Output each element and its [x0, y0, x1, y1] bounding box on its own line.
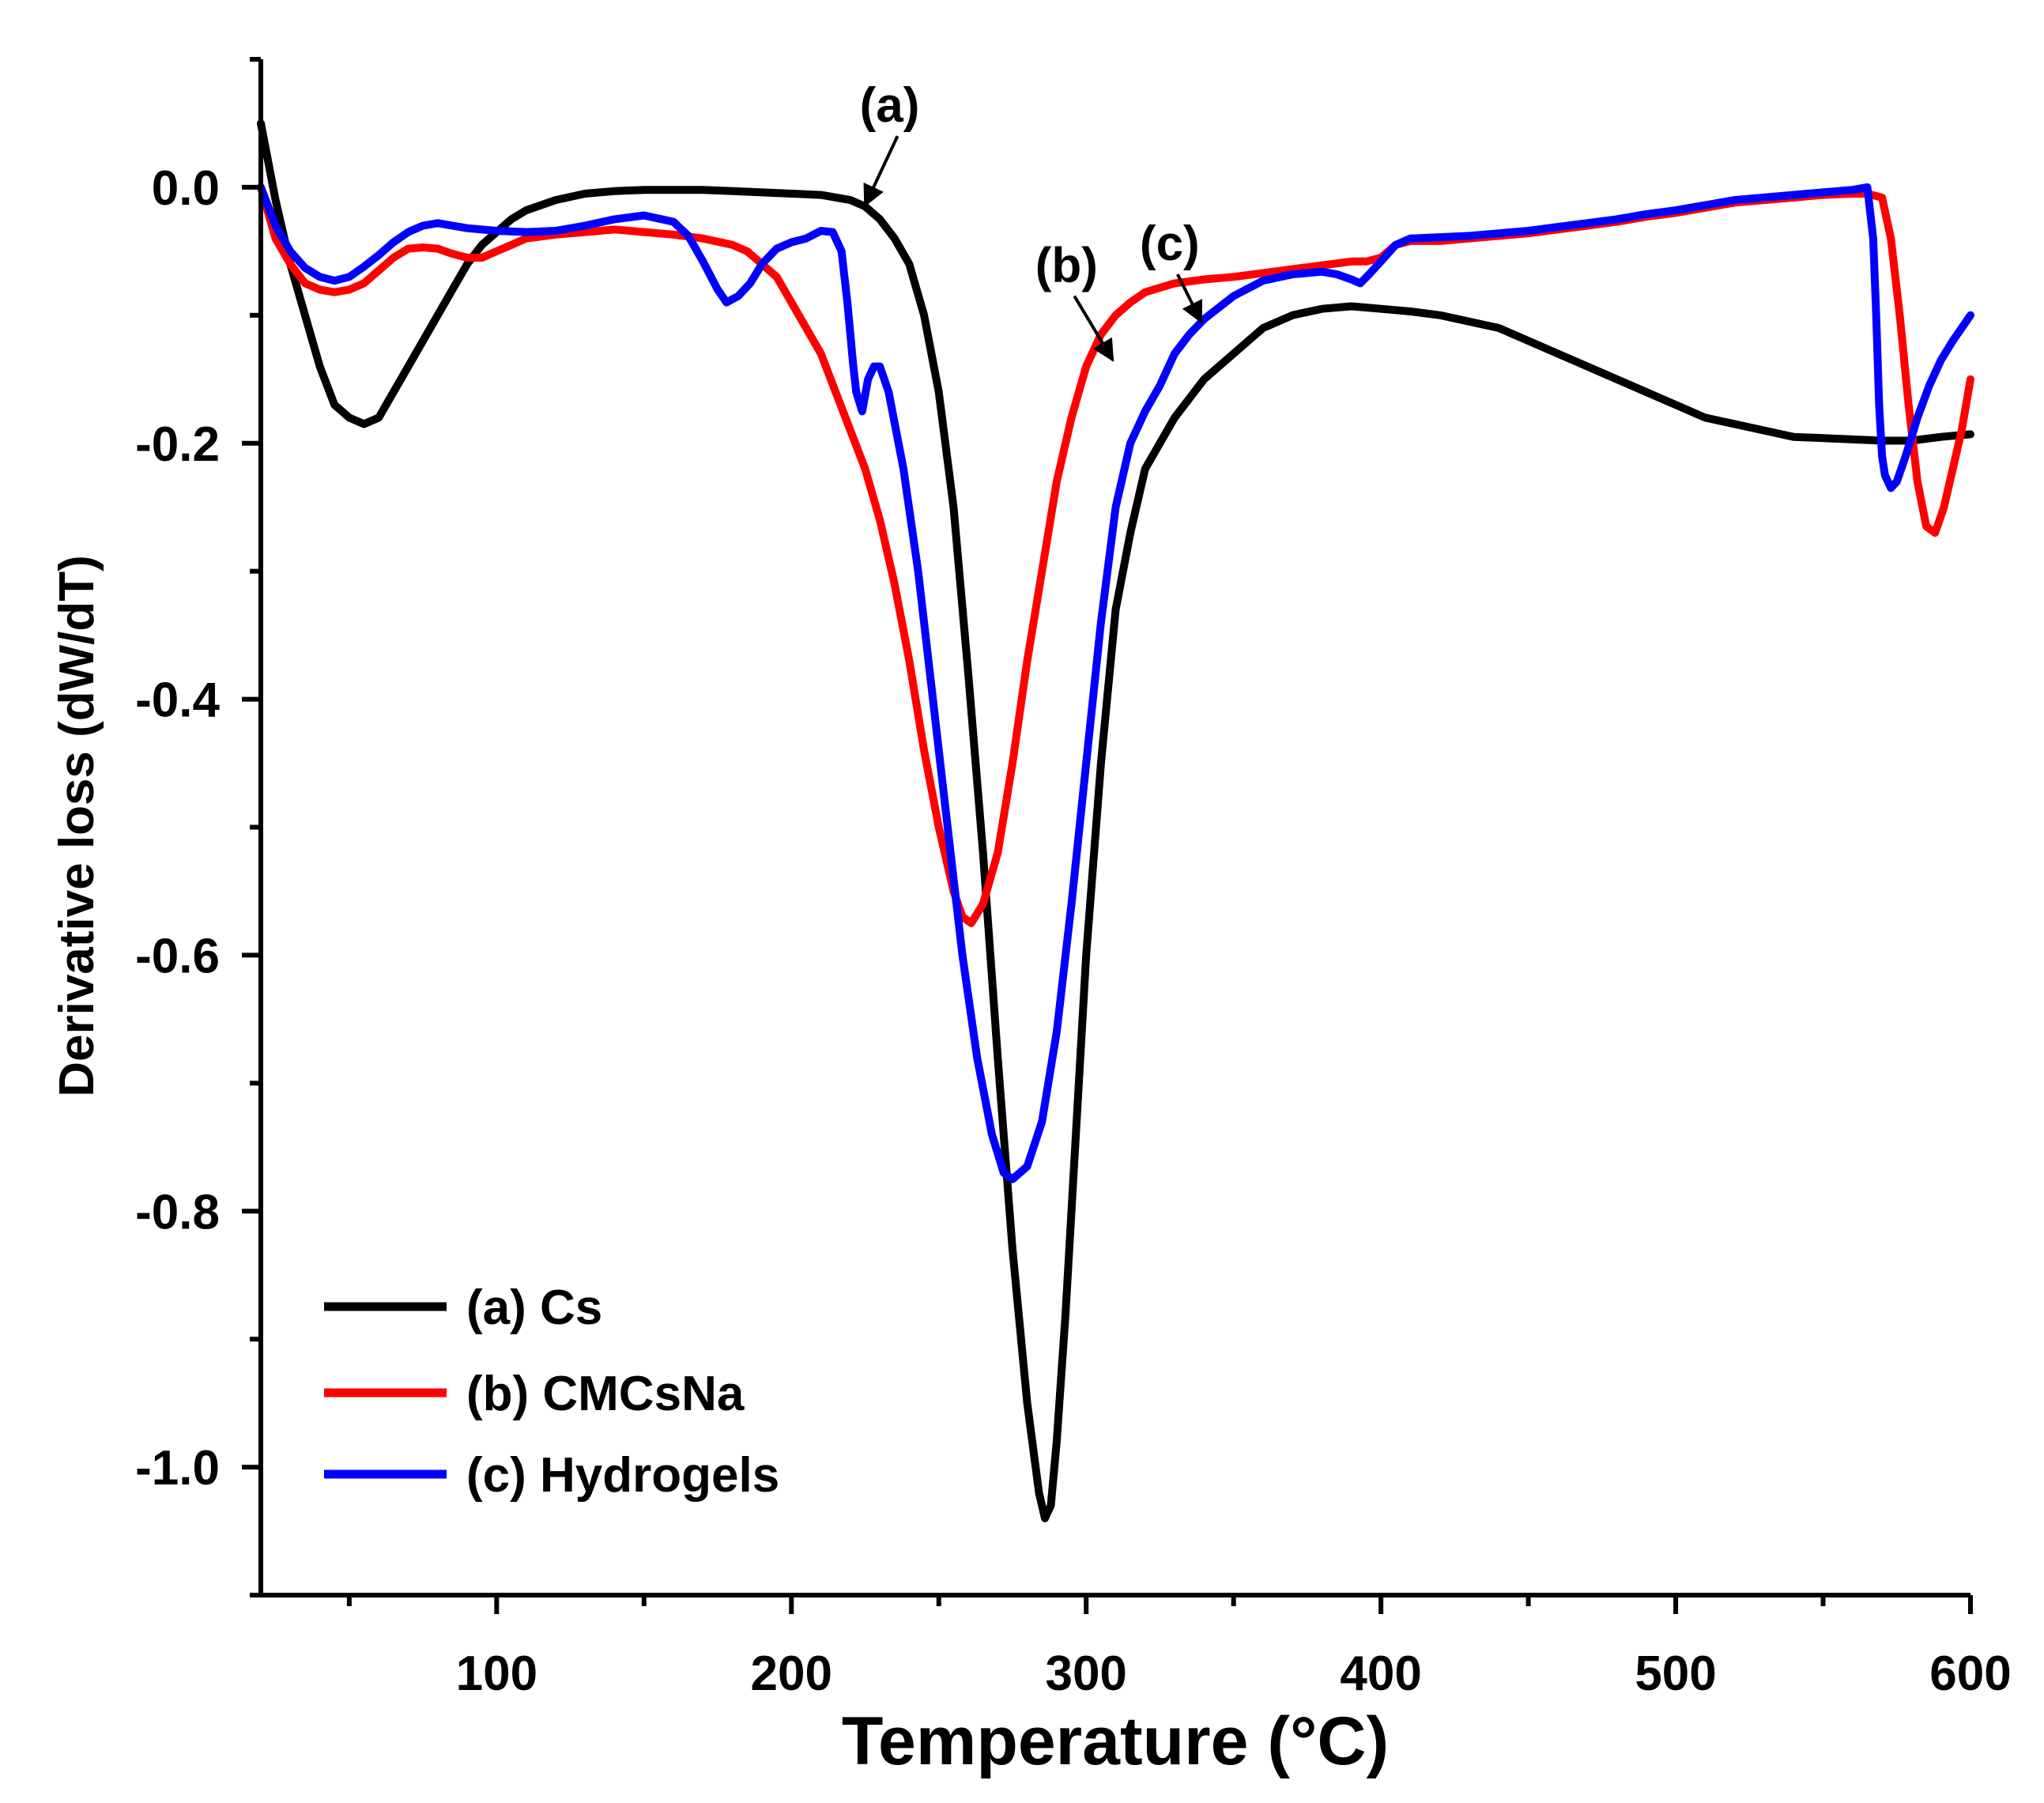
annotation-label: (a)	[860, 78, 920, 133]
annotation-label: (b)	[1035, 239, 1098, 293]
series-line-cs	[257, 119, 1974, 1522]
legend: (a) Cs (b) CMCsNa (c) Hydrogels	[324, 1281, 779, 1503]
x-tick-label: 500	[1635, 1646, 1716, 1701]
annotation-arrow	[1073, 295, 1114, 362]
x-axis-title: Temperature (°C)	[842, 1703, 1389, 1779]
y-tick-label: -1.0	[135, 1441, 220, 1496]
y-tick-label: -0.8	[135, 1185, 220, 1239]
x-tick-label: 600	[1929, 1646, 2011, 1701]
annotation-arrow	[1176, 273, 1203, 324]
annotations-layer: (a) (b) (c)	[860, 78, 1203, 362]
annotation-label: (c)	[1140, 217, 1200, 271]
x-tick-label: 400	[1340, 1646, 1421, 1701]
legend-label-cs: (a) Cs	[466, 1281, 602, 1335]
x-tick-label: 200	[751, 1646, 832, 1701]
x-tick-label: 300	[1045, 1646, 1126, 1701]
ticks-layer: 100 200 300 400 500 600 0.0 -0.2 -0.4 -0.6 -0.8 -1.…	[135, 57, 2012, 1701]
legend-label-cmcsna: (b) CMCsNa	[466, 1367, 745, 1421]
x-tick-label: 100	[456, 1646, 537, 1701]
y-tick-label: -0.2	[135, 417, 220, 472]
series-line-hydrogels	[257, 183, 1974, 1183]
legend-label-hydrogels: (c) Hydrogels	[466, 1448, 779, 1503]
series-line-cmcsna	[257, 183, 1974, 927]
annotation-arrow	[863, 135, 899, 208]
y-tick-label: -0.4	[135, 673, 220, 728]
series-layer	[257, 119, 1974, 1522]
y-tick-label: 0.0	[152, 161, 220, 216]
y-tick-label: -0.6	[135, 929, 220, 983]
y-axis-title: Derivative loss (dW/dT)	[50, 555, 104, 1097]
